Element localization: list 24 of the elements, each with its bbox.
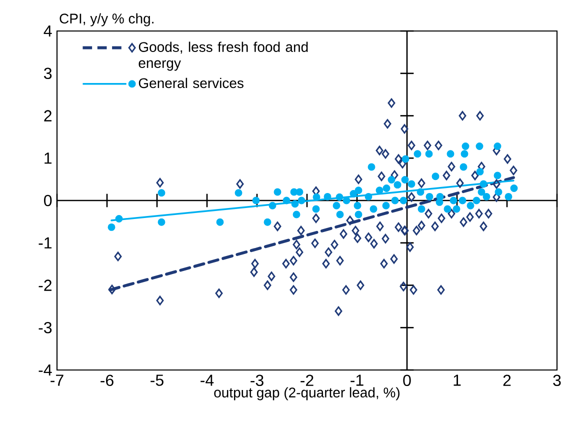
x-tick-label: 1 xyxy=(454,374,461,386)
x-tick-label: -1 xyxy=(350,374,364,386)
y-tick-label: 0 xyxy=(44,194,52,206)
x-tick-label: 2 xyxy=(503,374,511,386)
x-axis-title: output gap (2-quarter lead, %) xyxy=(214,387,400,400)
y-tick-label: -2 xyxy=(38,280,52,291)
y-tick-label: -4 xyxy=(38,364,52,376)
x-tick-label: -6 xyxy=(100,374,114,386)
x-tick-label: -3 xyxy=(250,374,264,386)
y-tick-label: 2 xyxy=(44,110,52,122)
x-tick-label: -2 xyxy=(300,374,314,386)
y-tick-label: 1 xyxy=(44,152,52,164)
x-tick-label: -5 xyxy=(150,374,164,386)
y-axis-title: CPI, y/y % chg. xyxy=(60,13,154,26)
y-tick-label: -3 xyxy=(38,322,52,334)
y-tick-label: 4 xyxy=(44,26,52,37)
legend-label: General services xyxy=(138,78,244,88)
x-tick-label: -4 xyxy=(200,374,214,386)
legend-label: Goods, less fresh food and energy xyxy=(138,42,308,71)
y-tick-label: -1 xyxy=(38,237,52,248)
x-tick-label: 3 xyxy=(553,374,561,386)
x-tick-label: -7 xyxy=(50,374,64,386)
x-tick-label: 0 xyxy=(403,374,411,386)
y-tick-label: 3 xyxy=(44,68,52,80)
